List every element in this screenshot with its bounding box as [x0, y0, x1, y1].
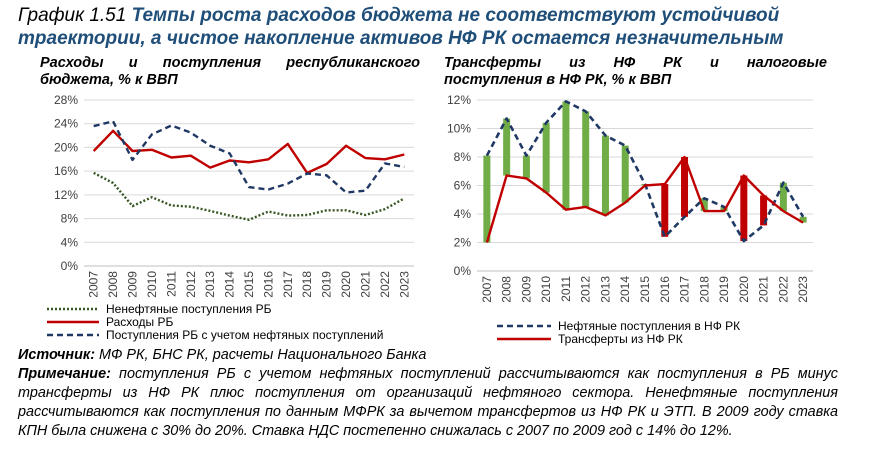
left-chart-x-tick-label: 2011 — [164, 271, 178, 297]
left-chart-x-tick-label: 2007 — [87, 271, 101, 298]
right-chart-x-tick-label: 2011 — [559, 276, 573, 302]
left-chart-title: Расходы и поступления республиканского б… — [40, 55, 420, 89]
left-chart-x-tick-label: 2018 — [300, 271, 314, 298]
left-chart-y-tick-label: 24% — [54, 117, 78, 131]
right-chart-y-tick-label: 6% — [454, 179, 472, 193]
right-chart-x-tick-label: 2022 — [776, 276, 790, 303]
left-chart-x-tick-label: 2017 — [281, 271, 295, 298]
right-chart-title-line1: Трансферты из НФ РК и налоговые — [444, 55, 827, 71]
right-diff-bar — [503, 118, 511, 176]
right-chart-x-tick-label: 2021 — [757, 276, 771, 303]
source-text: МФ РК, БНС РК, расчеты Национального Бан… — [95, 347, 427, 363]
left-chart-y-tick-label: 28% — [54, 93, 78, 107]
right-diff-bar — [700, 198, 708, 212]
right-chart-y-tick-label: 0% — [454, 264, 472, 278]
left-chart-y-tick-label: 0% — [61, 259, 79, 273]
left-chart-x-tick-label: 2023 — [397, 271, 411, 298]
note-paragraph: Примечание: поступления РБ с учетом нефт… — [18, 365, 838, 441]
right-diff-bar — [760, 195, 768, 226]
right-chart-x-tick-label: 2009 — [519, 276, 533, 303]
left-chart-y-tick-label: 12% — [54, 188, 78, 202]
right-diff-bar — [779, 182, 787, 212]
right-diff-bar — [542, 122, 550, 193]
right-chart-title: Трансферты из НФ РК и налоговые поступле… — [444, 55, 827, 89]
right-diff-bar — [601, 135, 609, 216]
right-chart-y-tick-label: 12% — [447, 93, 471, 107]
right-chart-title-line2: поступления в НФ РК, % к ВВП — [444, 72, 672, 88]
left-chart-title-line1: Расходы и поступления республиканского — [40, 55, 420, 71]
right-diff-bar — [562, 101, 570, 210]
left-chart-x-tick-label: 2016 — [261, 271, 275, 298]
right-chart-x-tick-label: 2008 — [500, 276, 514, 303]
left-series-line-2 — [93, 120, 405, 194]
left-legend-label-2: Поступления РБ с учетом нефтяных поступл… — [106, 328, 383, 342]
right-chart-x-tick-label: 2013 — [598, 276, 612, 303]
left-chart-x-tick-label: 2009 — [126, 271, 140, 298]
right-legend-label-0: Нефтяные поступления в НФ РК — [558, 319, 740, 333]
figure-number: График 1.51 — [18, 5, 127, 26]
right-legend-label-1: Трансферты из НФ РК — [558, 332, 683, 346]
left-chart-x-tick-label: 2015 — [242, 271, 256, 298]
right-chart-x-tick-label: 2020 — [737, 276, 751, 303]
right-diff-bar — [681, 157, 689, 217]
right-diff-bar — [740, 175, 748, 242]
left-chart-y-tick-label: 20% — [54, 140, 78, 154]
notes-block: Источник: МФ РК, БНС РК, расчеты Национа… — [18, 346, 838, 441]
left-chart-x-tick-label: 2014 — [223, 271, 237, 298]
right-chart-y-tick-label: 10% — [447, 122, 471, 136]
left-chart-x-tick-label: 2019 — [320, 271, 334, 298]
note-label: Примечание: — [18, 366, 111, 382]
left-chart-y-tick-label: 8% — [61, 212, 79, 226]
right-diff-bar — [522, 155, 530, 179]
right-chart-x-tick-label: 2018 — [697, 276, 711, 303]
right-chart-x-tick-label: 2015 — [638, 276, 652, 303]
right-diff-bar — [483, 155, 491, 243]
left-chart-x-tick-label: 2022 — [378, 271, 392, 298]
right-diff-bar — [582, 111, 590, 207]
left-chart-y-tick-label: 4% — [61, 235, 79, 249]
right-chart-x-tick-label: 2023 — [796, 276, 810, 303]
figure-title: График 1.51 Темпы роста расходов бюджета… — [18, 4, 868, 50]
right-chart-x-tick-label: 2016 — [658, 276, 672, 303]
source-line: Источник: МФ РК, БНС РК, расчеты Национа… — [18, 346, 838, 365]
right-diff-bar — [621, 145, 629, 203]
left-chart-x-tick-label: 2013 — [203, 271, 217, 298]
right-series-line-0 — [485, 100, 805, 243]
right-chart-x-tick-label: 2014 — [618, 276, 632, 303]
left-chart-x-tick-label: 2021 — [358, 271, 372, 298]
right-chart-x-tick-label: 2007 — [480, 276, 494, 303]
source-label: Источник: — [18, 347, 95, 363]
right-chart-x-tick-label: 2017 — [678, 276, 692, 303]
left-chart-y-tick-label: 16% — [54, 164, 78, 178]
left-chart-title-line2: бюджета, % к ВВП — [40, 72, 178, 88]
left-chart-x-tick-label: 2012 — [184, 271, 198, 298]
left-series-line-0 — [93, 171, 405, 221]
right-diff-bar — [799, 216, 807, 223]
left-legend-label-1: Расходы РБ — [106, 315, 174, 329]
right-chart-y-tick-label: 2% — [454, 236, 472, 250]
left-chart-x-tick-label: 2008 — [106, 271, 120, 298]
right-chart-y-tick-label: 4% — [454, 207, 472, 221]
right-chart-x-tick-label: 2010 — [539, 276, 553, 303]
right-chart-x-tick-label: 2012 — [579, 276, 593, 303]
right-chart-y-tick-label: 8% — [454, 150, 472, 164]
left-legend-label-0: Ненефтяные поступления РБ — [106, 302, 272, 316]
right-chart-x-tick-label: 2019 — [717, 276, 731, 303]
left-chart-x-tick-label: 2010 — [145, 271, 159, 298]
note-text: поступления РБ с учетом нефтяных поступл… — [18, 366, 838, 439]
left-series-line-1 — [92, 129, 405, 175]
left-chart-x-tick-label: 2020 — [339, 271, 353, 298]
right-diff-bar — [661, 184, 669, 237]
figure-heading: Темпы роста расходов бюджета не соответс… — [18, 5, 784, 49]
right-series-line-1 — [485, 155, 804, 243]
